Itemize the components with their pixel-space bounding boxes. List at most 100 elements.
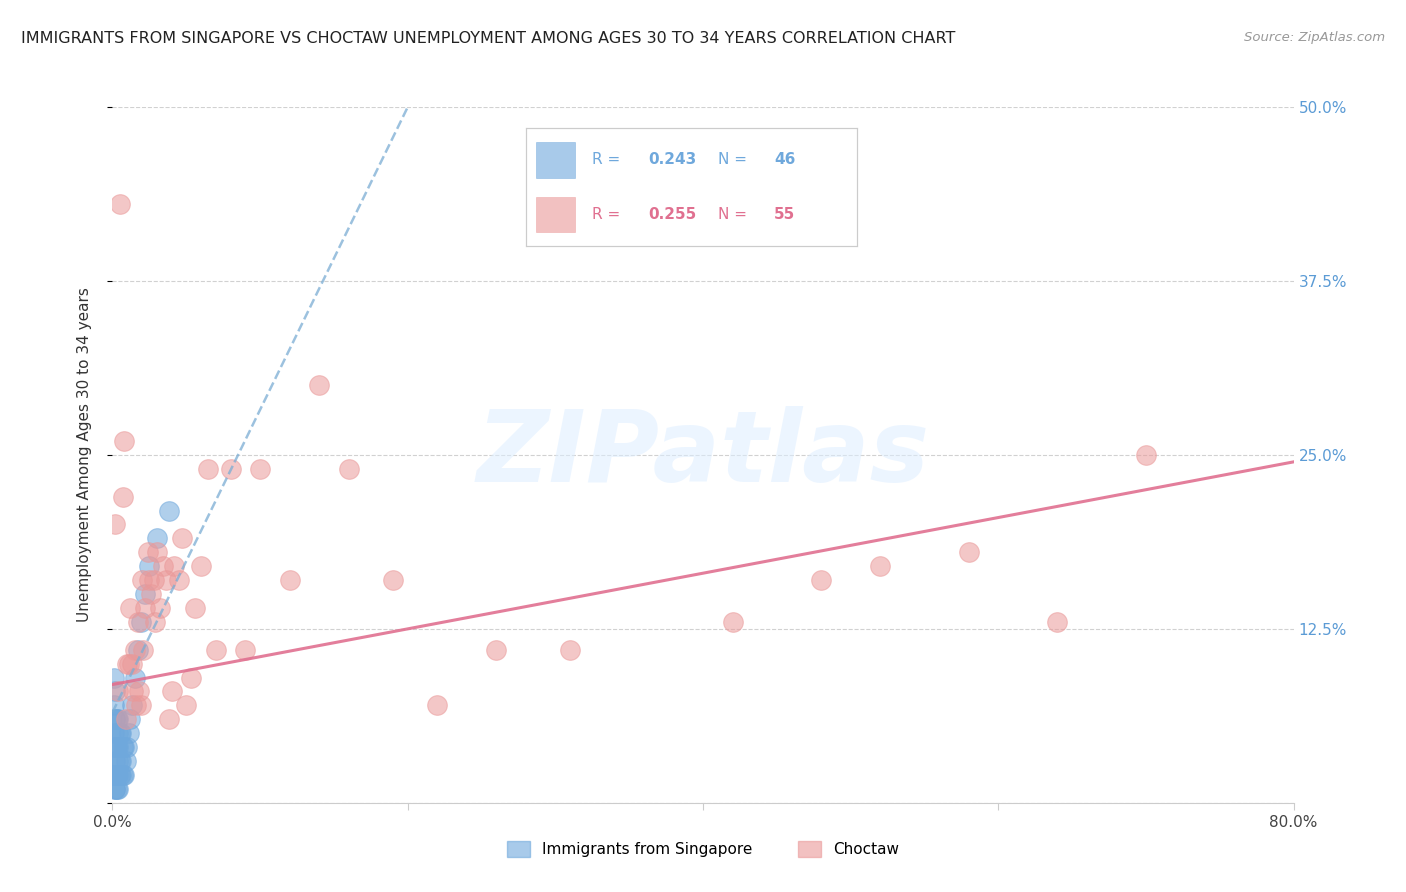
Point (121, 698, 143, 713)
Point (120, 712, 142, 726)
Point (105, 740, 128, 755)
Point (117, 657, 138, 671)
Point (233, 642, 256, 657)
Point (129, 615, 152, 629)
Point (104, 517, 127, 532)
Point (146, 532, 169, 546)
Point (104, 684, 127, 698)
Point (134, 587, 156, 601)
Point (121, 657, 143, 671)
Point (118, 726, 141, 740)
Point (120, 601, 142, 615)
Point (107, 740, 129, 755)
Point (108, 726, 131, 740)
Point (112, 434, 135, 448)
Point (110, 754, 132, 768)
Point (163, 559, 186, 574)
Point (124, 671, 146, 685)
Point (157, 712, 180, 726)
Point (485, 642, 508, 657)
Point (558, 642, 582, 657)
Point (134, 601, 156, 615)
Point (810, 573, 832, 587)
Point (146, 545, 169, 559)
Point (107, 768, 129, 782)
Point (108, 197, 131, 211)
Point (122, 684, 145, 698)
Point (249, 462, 271, 476)
Point (184, 601, 207, 615)
Point (138, 573, 160, 587)
Point (112, 768, 135, 782)
Point (160, 684, 183, 698)
Point (426, 698, 449, 713)
Point (155, 573, 177, 587)
Point (149, 601, 172, 615)
Point (132, 642, 155, 657)
Point (131, 573, 153, 587)
Point (1135, 448, 1157, 462)
Point (205, 642, 228, 657)
Point (105, 768, 128, 782)
Point (103, 768, 125, 782)
Point (112, 740, 135, 755)
Point (869, 559, 891, 574)
Point (105, 712, 128, 726)
Point (105, 781, 128, 796)
Point (127, 642, 149, 657)
Point (107, 781, 129, 796)
Point (108, 754, 131, 768)
Point (136, 545, 159, 559)
Point (174, 698, 197, 713)
Point (117, 740, 138, 755)
Point (219, 462, 242, 476)
Point (104, 740, 127, 755)
Point (107, 712, 129, 726)
Point (111, 768, 134, 782)
Point (721, 615, 744, 629)
Y-axis label: Unemployment Among Ages 30 to 34 years: Unemployment Among Ages 30 to 34 years (77, 287, 91, 623)
Point (107, 684, 129, 698)
Point (114, 712, 136, 726)
Point (170, 532, 193, 546)
Point (104, 712, 127, 726)
Point (138, 559, 160, 574)
Point (1046, 615, 1069, 629)
Point (180, 671, 202, 685)
Point (110, 768, 132, 782)
Point (114, 754, 136, 768)
Point (197, 462, 219, 476)
Point (107, 726, 129, 740)
Point (104, 768, 127, 782)
Point (125, 698, 148, 713)
Point (103, 698, 125, 713)
Point (337, 462, 360, 476)
Point (142, 573, 165, 587)
Point (190, 559, 212, 574)
Text: ZIPatlas: ZIPatlas (477, 407, 929, 503)
Point (152, 559, 174, 574)
Point (108, 768, 131, 782)
Point (103, 671, 125, 685)
Point (111, 490, 134, 504)
Point (382, 573, 405, 587)
Point (104, 712, 127, 726)
Point (167, 573, 190, 587)
Point (127, 615, 149, 629)
Point (143, 615, 166, 629)
Point (104, 781, 127, 796)
Point (278, 573, 301, 587)
Text: IMMIGRANTS FROM SINGAPORE VS CHOCTAW UNEMPLOYMENT AMONG AGES 30 TO 34 YEARS CORR: IMMIGRANTS FROM SINGAPORE VS CHOCTAW UNE… (21, 31, 956, 46)
Point (129, 698, 152, 713)
Point (104, 781, 127, 796)
Point (103, 726, 125, 740)
Point (157, 503, 180, 517)
Point (111, 740, 134, 755)
Point (104, 754, 127, 768)
Point (110, 726, 132, 740)
Point (957, 545, 980, 559)
Point (105, 740, 128, 755)
Legend: Immigrants from Singapore, Choctaw: Immigrants from Singapore, Choctaw (499, 833, 907, 864)
Point (124, 642, 146, 657)
Point (308, 378, 330, 392)
